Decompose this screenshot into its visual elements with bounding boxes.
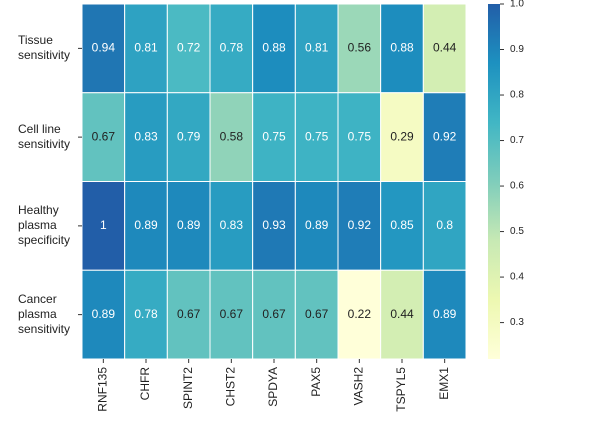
- colorbar-tick-label: 0.6: [510, 181, 524, 192]
- x-tick-label: TSPYL5: [394, 367, 408, 412]
- cell-label: 0.85: [390, 218, 414, 232]
- row-label: sensitivity: [18, 137, 70, 151]
- cell-label: 0.81: [134, 41, 158, 55]
- cell-label: 0.88: [390, 41, 414, 55]
- cell-label: 0.79: [177, 129, 201, 143]
- colorbar-tick-label: 1.0: [510, 0, 524, 10]
- cell-label: 0.67: [177, 307, 201, 321]
- row-label: plasma: [18, 218, 57, 232]
- cell-label: 0.8: [436, 218, 453, 232]
- row-label: Cell line: [18, 122, 61, 136]
- cell-label: 0.83: [220, 218, 244, 232]
- heat-cell: [252, 92, 296, 182]
- cell-label: 0.22: [348, 307, 372, 321]
- cell-label: 0.29: [390, 129, 414, 143]
- x-tick-label: EMX1: [437, 367, 451, 400]
- heat-cell: [81, 92, 126, 182]
- cell-label: 0.44: [433, 41, 457, 55]
- cell-label: 0.93: [262, 218, 286, 232]
- heat-cell: [422, 92, 467, 182]
- row-label: plasma: [18, 307, 57, 321]
- cell-label: 0.67: [305, 307, 329, 321]
- colorbar-tick-label: 0.4: [510, 272, 524, 283]
- cell-label: 0.83: [134, 129, 158, 143]
- heat-cell: [166, 181, 211, 271]
- cell-label: 0.89: [305, 218, 329, 232]
- heat-cell: [81, 3, 126, 94]
- heat-cell: [294, 3, 339, 94]
- cell-label: 0.89: [134, 218, 158, 232]
- cell-label: 0.94: [92, 41, 116, 55]
- row-label: specificity: [18, 233, 70, 247]
- heat-cell: [337, 181, 382, 271]
- cell-label: 0.78: [134, 307, 158, 321]
- x-tick-label: PAX5: [309, 367, 323, 397]
- colorbar-tick-label: 0.5: [510, 226, 524, 237]
- heat-cell: [337, 92, 382, 182]
- colorbar-tick-label: 0.3: [510, 317, 524, 328]
- colorbar: [488, 4, 500, 359]
- row-label: Tissue: [18, 33, 53, 47]
- heat-cell: [252, 181, 296, 271]
- row-label: Healthy: [18, 203, 59, 217]
- row-label: Cancer: [18, 292, 57, 306]
- cell-label: 0.89: [92, 307, 116, 321]
- cell-label: 0.89: [177, 218, 201, 232]
- cell-label: 0.81: [305, 41, 329, 55]
- cell-label: 0.67: [92, 129, 116, 143]
- x-tick-label: CHFR: [138, 367, 152, 401]
- row-label: sensitivity: [18, 322, 70, 336]
- x-tick-label: RNF135: [96, 367, 110, 412]
- cell-label: 0.67: [262, 307, 286, 321]
- cell-label: 0.58: [220, 129, 244, 143]
- cell-label: 0.89: [433, 307, 457, 321]
- cell-label: 1: [100, 218, 107, 232]
- cell-label: 0.78: [220, 41, 244, 55]
- cell-label: 0.88: [262, 41, 286, 55]
- colorbar-tick-label: 0.9: [510, 44, 524, 55]
- cell-label: 0.75: [262, 129, 286, 143]
- cell-label: 0.44: [390, 307, 414, 321]
- x-tick-label: VASH2: [352, 367, 366, 406]
- heat-cell: [81, 181, 126, 271]
- x-tick-label: SPDYA: [266, 367, 280, 407]
- heat-cell: [380, 3, 424, 94]
- x-tick-label: CHST2: [224, 367, 238, 407]
- heat-cell: [209, 181, 254, 271]
- cell-label: 0.72: [177, 41, 201, 55]
- heat-cell: [124, 269, 168, 360]
- colorbar-tick-label: 0.8: [510, 90, 524, 101]
- heat-cell: [124, 3, 168, 94]
- cell-label: 0.75: [348, 129, 372, 143]
- heat-cell: [209, 269, 254, 360]
- heat-cell: [124, 181, 168, 271]
- row-label: sensitivity: [18, 48, 70, 62]
- colorbar-tick-label: 0.7: [510, 135, 524, 146]
- x-tick-label: SPINT2: [181, 367, 195, 409]
- cell-label: 0.92: [348, 218, 372, 232]
- cell-label: 0.92: [433, 129, 457, 143]
- cell-label: 0.75: [305, 129, 329, 143]
- heat-cell: [422, 269, 467, 360]
- heat-cell: [166, 92, 211, 182]
- heat-cell: [380, 92, 424, 182]
- cell-label: 0.56: [348, 41, 372, 55]
- heat-cell: [166, 3, 211, 94]
- heat-cell: [81, 269, 126, 360]
- cell-label: 0.67: [220, 307, 244, 321]
- heat-cell: [422, 181, 467, 271]
